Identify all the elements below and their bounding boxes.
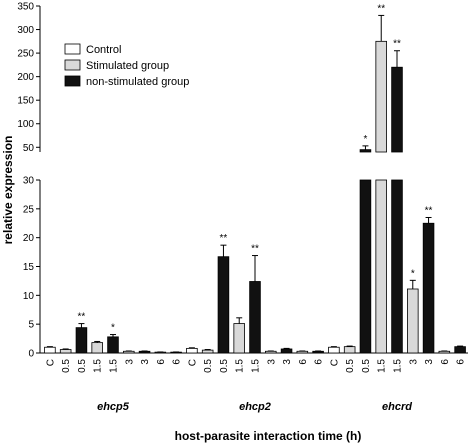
x-tick-label: 6	[172, 359, 183, 365]
bar	[265, 350, 277, 354]
x-tick-label: 0.5	[345, 359, 356, 373]
significance-marker: *	[411, 268, 415, 279]
y-tick-label: 200	[17, 72, 34, 83]
gene-group-label: ehcp2	[239, 401, 271, 413]
x-tick-label: 3	[266, 359, 277, 365]
x-tick-label: 6	[456, 359, 467, 365]
bar	[407, 288, 419, 354]
legend-swatch	[64, 43, 81, 55]
bar	[438, 350, 451, 354]
bar	[59, 349, 72, 354]
x-tick-label: 0.5	[77, 359, 88, 373]
y-tick-label: 300	[17, 25, 34, 36]
x-tick-label: 1.5	[109, 359, 120, 373]
x-tick-label: 1.5	[393, 359, 404, 373]
bar	[280, 348, 293, 354]
x-tick-label: 3	[124, 359, 135, 365]
y-tick-label: 250	[17, 49, 34, 60]
bar	[328, 346, 340, 354]
significance-marker: **	[78, 312, 86, 323]
significance-marker: **	[377, 3, 385, 14]
y-tick-label: 15	[23, 262, 35, 273]
x-tick-label: 1.5	[235, 359, 246, 373]
significance-marker: **	[251, 244, 259, 255]
x-tick-label: 1.5	[93, 359, 104, 373]
x-axis-title: host-parasite interaction time (h)	[175, 429, 362, 443]
x-tick-label: 1.5	[377, 359, 388, 373]
bars	[44, 14, 466, 354]
y-tick-label: 150	[17, 96, 34, 107]
x-tick-label: 3	[408, 359, 419, 365]
bar	[201, 349, 214, 354]
bar	[454, 346, 466, 354]
y-tick-label: 5	[28, 320, 34, 331]
legend: Control Stimulated group non-stimulated gr…	[64, 43, 189, 88]
gene-group-label: ehcp5	[97, 401, 130, 413]
bar	[391, 66, 403, 153]
bar	[296, 350, 309, 354]
y-tick-label: 20	[23, 233, 35, 244]
significance-marker: **	[425, 205, 433, 216]
significance-marker: **	[393, 39, 401, 50]
y-axis-title: relative expression	[1, 136, 15, 245]
bar	[359, 149, 372, 153]
bar	[91, 342, 103, 354]
legend-swatch	[64, 75, 81, 87]
x-tick-label: 6	[440, 359, 451, 365]
legend-label: Control	[86, 44, 121, 56]
legend-swatch	[64, 59, 81, 71]
bar	[375, 40, 387, 153]
y-tick-label: 30	[23, 176, 35, 187]
gene-group-label: ehcrd	[382, 401, 412, 413]
y-tick-label: 50	[23, 143, 35, 154]
y-tick-label: 25	[23, 204, 35, 215]
bar	[186, 347, 198, 354]
bar	[233, 323, 245, 354]
bar	[312, 350, 324, 354]
x-tick-label: 6	[156, 359, 167, 365]
y-tick-label: 100	[17, 119, 34, 130]
x-tick-label: 0.5	[219, 359, 230, 373]
y-tick-label: 10	[23, 291, 35, 302]
bar	[138, 350, 151, 354]
bar	[123, 350, 135, 354]
x-tick-label: 6	[298, 359, 309, 365]
x-tick-label: 3	[282, 359, 293, 365]
y-tick-label: 350	[17, 2, 34, 13]
y-tick-label: 0	[28, 349, 34, 360]
legend-label: Stimulated group	[86, 60, 169, 72]
bar	[249, 281, 261, 354]
significance-marker: **	[220, 233, 228, 244]
significance-marker: *	[111, 323, 115, 334]
bar	[75, 327, 88, 354]
x-tick-label: C	[45, 359, 56, 366]
x-tick-label: 0.5	[203, 359, 214, 373]
bar	[44, 346, 56, 354]
x-tick-label: 3	[140, 359, 151, 365]
legend-label: non-stimulated group	[86, 76, 189, 88]
bar	[422, 222, 435, 354]
bar	[343, 346, 356, 354]
x-tick-label: C	[329, 359, 340, 366]
bar	[107, 336, 119, 354]
x-tick-label: 1.5	[251, 359, 262, 373]
labels: C 0.5**0.5 1.5*1.5 3 3 6 6 C 0.5**0.5 1.5**1.5 3 3 6…	[45, 3, 466, 413]
significance-marker: *	[363, 134, 367, 145]
bar	[375, 179, 387, 354]
x-tick-label: 0.5	[61, 359, 72, 373]
bar	[217, 256, 230, 354]
x-tick-label: 0.5	[361, 359, 372, 373]
x-tick-label: 3	[424, 359, 435, 365]
x-tick-label: C	[187, 359, 198, 366]
bar	[391, 179, 403, 354]
bar	[359, 179, 372, 354]
x-tick-label: 6	[314, 359, 325, 365]
